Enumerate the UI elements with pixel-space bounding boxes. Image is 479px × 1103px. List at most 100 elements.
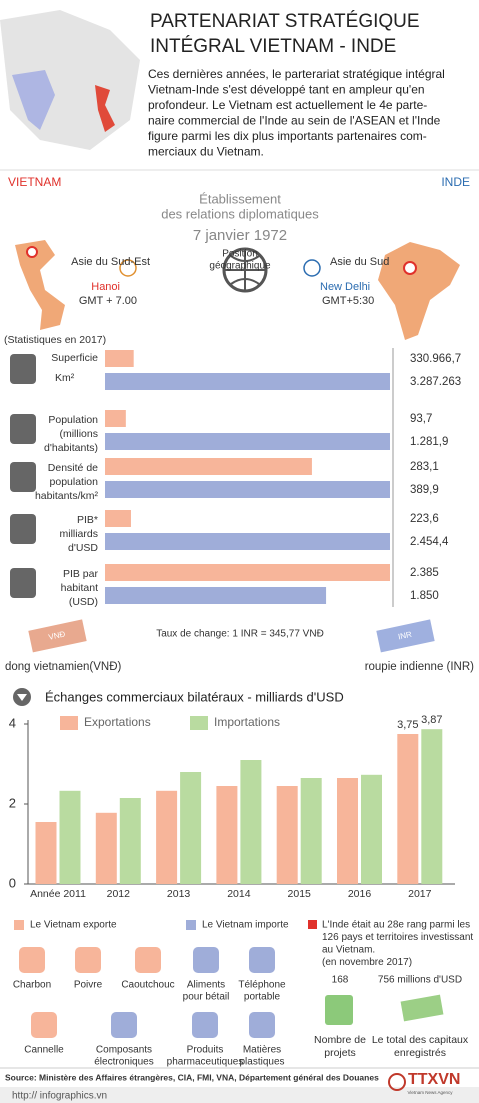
- intro-text: Ces dernières années, le parterariat str…: [148, 67, 445, 81]
- product-label: pour bétail: [183, 992, 230, 1003]
- timezone: GMT + 7.00: [79, 295, 137, 307]
- bar: [421, 729, 443, 884]
- x-tick-label: 2017: [408, 888, 432, 900]
- capital-icon: [400, 994, 444, 1022]
- product-label: Charbon: [13, 980, 51, 991]
- logo-sub: Vietnam News Agency: [408, 1090, 454, 1095]
- vietnam-bar: [105, 510, 131, 527]
- chart-title: Échanges commerciaux bilatéraux - millia…: [45, 689, 344, 704]
- stat-label: habitant: [61, 582, 98, 594]
- product-icon: [135, 947, 161, 973]
- product-icon: [75, 947, 101, 973]
- note-label: INR: [397, 630, 413, 642]
- stat-icon: [10, 514, 36, 544]
- delhi-pin: [403, 261, 417, 275]
- legend-label: Le Vietnam exporte: [30, 920, 117, 931]
- investment-note: 126 pays et territoires investissant: [322, 932, 473, 943]
- inr-note: [376, 619, 435, 653]
- product-label: électroniques: [94, 1057, 153, 1068]
- product-label: Poivre: [74, 980, 103, 991]
- product-icon: [31, 1012, 57, 1038]
- bar: [337, 778, 358, 884]
- india-bar: [105, 533, 390, 550]
- investment-note: au Vietnam.: [322, 945, 375, 956]
- stat-icon: [10, 462, 36, 492]
- product-icon: [111, 1012, 137, 1038]
- product-icon: [192, 1012, 218, 1038]
- value-label: 1.281,9: [410, 436, 448, 448]
- stat-label: d'habitants): [44, 442, 98, 454]
- vnd-note: [28, 619, 87, 653]
- bar: [119, 798, 141, 884]
- relations-date: 7 janvier 1972: [193, 227, 287, 244]
- region: Asie du Sud: [330, 256, 389, 268]
- product-label: plastiques: [239, 1057, 284, 1068]
- india-map-mini: [12, 70, 55, 130]
- stat-label: PIB*: [77, 514, 98, 526]
- clock-icon: [119, 259, 137, 277]
- value-label: 283,1: [410, 461, 439, 473]
- legend-swatch: [14, 920, 24, 930]
- value-label: 330.966,7: [410, 353, 461, 365]
- globe-lines: [224, 249, 266, 291]
- bar: [397, 734, 419, 884]
- legend-label: Exportations: [84, 715, 151, 729]
- y-tick-label: 2: [9, 795, 16, 810]
- stat-label: PIB par: [63, 568, 99, 580]
- currency-name: roupie indienne (INR): [365, 661, 474, 673]
- stats-note: (Statistiques en 2017): [4, 334, 106, 346]
- india-bar: [105, 433, 390, 450]
- footer-band: [0, 1087, 479, 1103]
- value-label: 3.287.263: [410, 376, 461, 388]
- stat-label: Superficie: [51, 352, 98, 364]
- vietnam-bar: [105, 350, 134, 367]
- timezone: GMT+5:30: [322, 295, 374, 307]
- vietnam-bar: [105, 564, 390, 581]
- product-icon: [249, 1012, 275, 1038]
- value-label: 3,87: [421, 714, 442, 726]
- product-label: Produits: [187, 1045, 224, 1056]
- capital: New Delhi: [320, 281, 370, 293]
- stat-label: Le total des capitaux: [372, 1034, 469, 1046]
- stat-label: Population: [48, 414, 98, 426]
- source: Source: Ministère des Affaires étrangère…: [5, 1072, 379, 1082]
- x-tick-label: Année 2011: [30, 888, 86, 900]
- product-label: pharmaceutiques: [167, 1057, 244, 1068]
- stat-label: population: [50, 476, 99, 488]
- value-label: 2.385: [410, 567, 439, 579]
- legend-label: Le Vietnam importe: [202, 920, 289, 931]
- product-icon: [19, 947, 45, 973]
- y-tick-label: 4: [9, 715, 16, 730]
- india-map: [378, 242, 460, 340]
- region: Asie du Sud-Est: [71, 256, 150, 268]
- legend-swatch: [308, 920, 317, 929]
- product-label: Composants: [96, 1045, 152, 1056]
- value-label: 1.850: [410, 590, 439, 602]
- product-label: Téléphone: [238, 980, 286, 991]
- product-label: Caoutchouc: [121, 980, 174, 991]
- currency-name: dong vietnamien(VNĐ): [5, 661, 122, 673]
- stat-label: (millions: [59, 428, 98, 440]
- x-tick-label: 2015: [288, 888, 312, 900]
- value-label: 389,9: [410, 484, 439, 496]
- value-label: 223,6: [410, 513, 439, 525]
- url: http:// infographics.vn: [12, 1091, 107, 1102]
- vietnam-bar: [105, 458, 312, 475]
- intro-text: naire commercial de l'Inde au sein de l'…: [148, 114, 441, 128]
- product-label: Aliments: [187, 980, 225, 991]
- stat-label: d'USD: [68, 542, 98, 554]
- stat-label: Densité de: [48, 462, 98, 474]
- relations-text: Établissement: [199, 191, 281, 206]
- country-label: INDE: [441, 175, 470, 189]
- stat-label: enregistrés: [394, 1047, 446, 1059]
- x-tick-label: 2016: [348, 888, 372, 900]
- product-label: Matières: [243, 1045, 281, 1056]
- stat-icon: [10, 354, 36, 384]
- stat-number: 168: [332, 975, 349, 986]
- legend-swatch: [186, 920, 196, 930]
- projects-icon: [325, 995, 353, 1025]
- india-bar: [105, 481, 390, 498]
- vietnam-map: [15, 240, 65, 330]
- legend-label: Importations: [214, 715, 280, 729]
